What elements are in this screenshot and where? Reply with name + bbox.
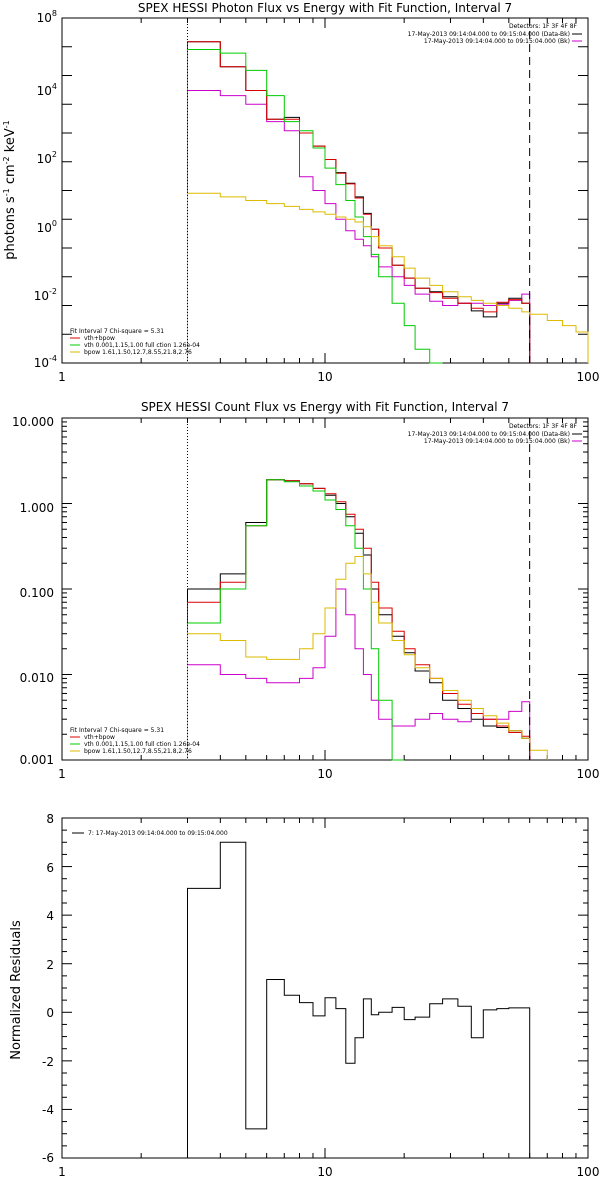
count-flux-series-bpow-1-61-1-50-12-7-8-55-21-8-2-76 xyxy=(187,556,548,760)
photon-flux-ylabel-1e-2: 10-2 xyxy=(34,287,57,303)
photon-flux-ylabel-1e4: 104 xyxy=(37,82,57,98)
photon-flux-series xyxy=(187,41,589,364)
photon-flux-legend-data: 17-May-2013 09:14:04.000 to 09:15:04.000… xyxy=(408,31,570,38)
photon-flux-ylabel-1e8: 108 xyxy=(37,9,57,25)
count-flux-panel: SPEX HESSI Count Flux vs Energy with Fit… xyxy=(12,400,599,781)
count-flux-ylabel-0.001: 0.001 xyxy=(20,753,54,767)
count-flux-xlabel-100: 100 xyxy=(577,767,600,781)
photon-flux-xlabel-10: 10 xyxy=(317,370,332,384)
count-flux-ylabel-10: 10.000 xyxy=(12,415,54,429)
count-flux-fit-total: vth+bpow xyxy=(84,734,115,741)
count-flux-ylabel-0.01: 0.010 xyxy=(20,671,54,685)
count-flux-series-bk xyxy=(187,588,531,760)
photon-flux-xlabel-100: 100 xyxy=(577,370,600,384)
residuals-ylabel-6: 6 xyxy=(46,861,54,875)
count-flux-ticks xyxy=(61,417,589,761)
photon-flux-fit-vth: vth 0.001,1.15,1.00 full ction 1.26e-04 xyxy=(84,342,200,349)
count-flux-ylabel-1: 1.000 xyxy=(20,501,54,515)
residuals-xlabel-1: 1 xyxy=(58,1165,66,1179)
residuals-ticks xyxy=(61,817,589,1159)
residuals-ylabel-m2: -2 xyxy=(42,1055,54,1069)
photon-flux-ylabel-1e-4: 10-4 xyxy=(34,354,57,370)
count-flux-series-vth-0-001-1-15-1-00 xyxy=(187,479,405,761)
count-flux-xlabel-10: 10 xyxy=(317,767,332,781)
residuals-panel: 8 6 4 2 0 -2 -4 -6 1 10 100 Normalized R… xyxy=(9,812,599,1179)
photon-flux-fit-bpow: bpow 1.61,1.50,12.7,8.55,21.8,2.76 xyxy=(84,349,192,356)
photon-flux-series-vth-bpow xyxy=(187,41,531,363)
residuals-legend-entry: 7: 17-May-2013 09:14:04.000 to 09:15:04.… xyxy=(88,830,228,837)
residuals-xlabel-100: 100 xyxy=(577,1165,600,1179)
photon-flux-series-bk xyxy=(187,90,531,363)
count-flux-legend-bk: 17-May-2013 09:14:04.000 to 09:15:04.000… xyxy=(424,438,570,445)
count-flux-ylabel-0.1: 0.100 xyxy=(20,586,54,600)
photon-flux-ylabel: photons s-1 cm-2 keV-1 xyxy=(2,120,18,259)
residuals-ylabel-8: 8 xyxy=(46,812,54,826)
count-flux-fit-header: Fit Interval 7 Chi-square = 5.31 xyxy=(70,727,164,734)
residuals-ylabel-2: 2 xyxy=(46,958,54,972)
residuals-ylabel-m6: -6 xyxy=(42,1151,54,1165)
count-flux-frame xyxy=(61,417,589,761)
count-flux-series xyxy=(187,479,548,761)
photon-flux-series-data-bk xyxy=(187,41,531,363)
residuals-xlabel-10: 10 xyxy=(317,1165,332,1179)
residuals-frame xyxy=(61,817,589,1159)
residuals-series xyxy=(187,841,531,1158)
photon-flux-ticks xyxy=(61,17,589,364)
count-flux-title: SPEX HESSI Count Flux vs Energy with Fit… xyxy=(141,400,509,414)
residuals-ylabel-4: 4 xyxy=(46,909,54,923)
residuals-ylabel-m4: -4 xyxy=(42,1103,54,1117)
photon-flux-fit-header: Fit Interval 7 Chi-square = 5.31 xyxy=(70,328,164,335)
photon-flux-series-bpow-1-61-1-50-12-7-8-55-21-8-2-76 xyxy=(187,192,589,363)
photon-flux-title: SPEX HESSI Photon Flux vs Energy with Fi… xyxy=(138,1,512,15)
residuals-ylabel-0: 0 xyxy=(46,1006,54,1020)
count-flux-xlabel-1: 1 xyxy=(58,767,66,781)
count-flux-legend-header: Detectors: 1F 3F 4F 8F xyxy=(509,423,578,430)
residuals-series-7-17-may-2013-09-14-04-000-to-09-15-04-000 xyxy=(187,841,531,1158)
count-flux-fit-vth: vth 0.001,1.15,1.00 full ction 1.26e-04 xyxy=(84,741,200,748)
photon-flux-legend-bk: 17-May-2013 09:14:04.000 to 09:15:04.000… xyxy=(424,38,570,45)
photon-flux-xlabel-1: 1 xyxy=(58,370,66,384)
photon-flux-legend-header: Detectors: 1F 3F 4F 8F xyxy=(509,23,578,30)
count-flux-legend-data: 17-May-2013 09:14:04.000 to 09:15:04.000… xyxy=(408,431,570,438)
photon-flux-ylabel-1e2: 102 xyxy=(37,150,57,166)
count-flux-series-data-bk xyxy=(187,479,531,760)
count-flux-fit-bpow: bpow 1.61,1.50,12.7,8.55,21.8,2.76 xyxy=(84,748,192,755)
residuals-ylabel: Normalized Residuals xyxy=(9,920,24,1060)
photon-flux-fit-total: vth+bpow xyxy=(84,335,115,342)
photon-flux-panel: SPEX HESSI Photon Flux vs Energy with Fi… xyxy=(2,1,599,384)
count-flux-series-vth-bpow xyxy=(187,479,531,760)
photon-flux-series-vth-0-001-1-15-1-00 xyxy=(187,49,443,364)
photon-flux-ylabel-1e0: 100 xyxy=(37,219,57,235)
